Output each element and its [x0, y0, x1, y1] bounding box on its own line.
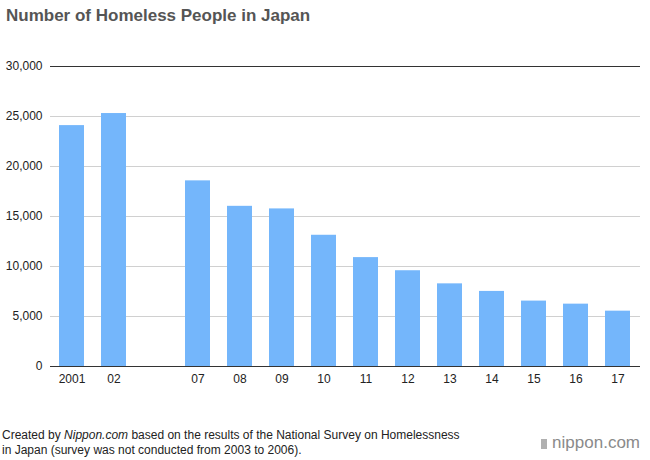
svg-text:17: 17 [611, 372, 625, 386]
svg-text:15: 15 [527, 372, 541, 386]
svg-text:0: 0 [36, 359, 43, 373]
svg-text:15,000: 15,000 [6, 209, 43, 223]
html-text:Number of Homeless People in J: Number of Homeless People in Japan [6, 6, 311, 25]
svg-text:10: 10 [317, 372, 331, 386]
svg-text:5,000: 5,000 [12, 309, 42, 323]
svg-text:11: 11 [360, 372, 373, 386]
svg-text:25,000: 25,000 [6, 109, 43, 123]
svg-text:08: 08 [233, 372, 247, 386]
html-text:nippon.com: nippon.com [552, 433, 640, 452]
svg-text:12: 12 [401, 372, 415, 386]
html-text:Created by Nippon.com based on: Created by Nippon.com based on the resul… [2, 428, 460, 457]
svg-text:09: 09 [275, 372, 289, 386]
svg-text:30,000: 30,000 [6, 59, 43, 73]
svg-text:10,000: 10,000 [6, 259, 43, 273]
svg-text:14: 14 [485, 372, 499, 386]
svg-text:02: 02 [107, 372, 121, 386]
svg-text:16: 16 [569, 372, 583, 386]
svg-text:07: 07 [191, 372, 205, 386]
svg-text:20,000: 20,000 [6, 159, 43, 173]
svg-text:13: 13 [443, 372, 457, 386]
svg-text:2001: 2001 [59, 372, 86, 386]
